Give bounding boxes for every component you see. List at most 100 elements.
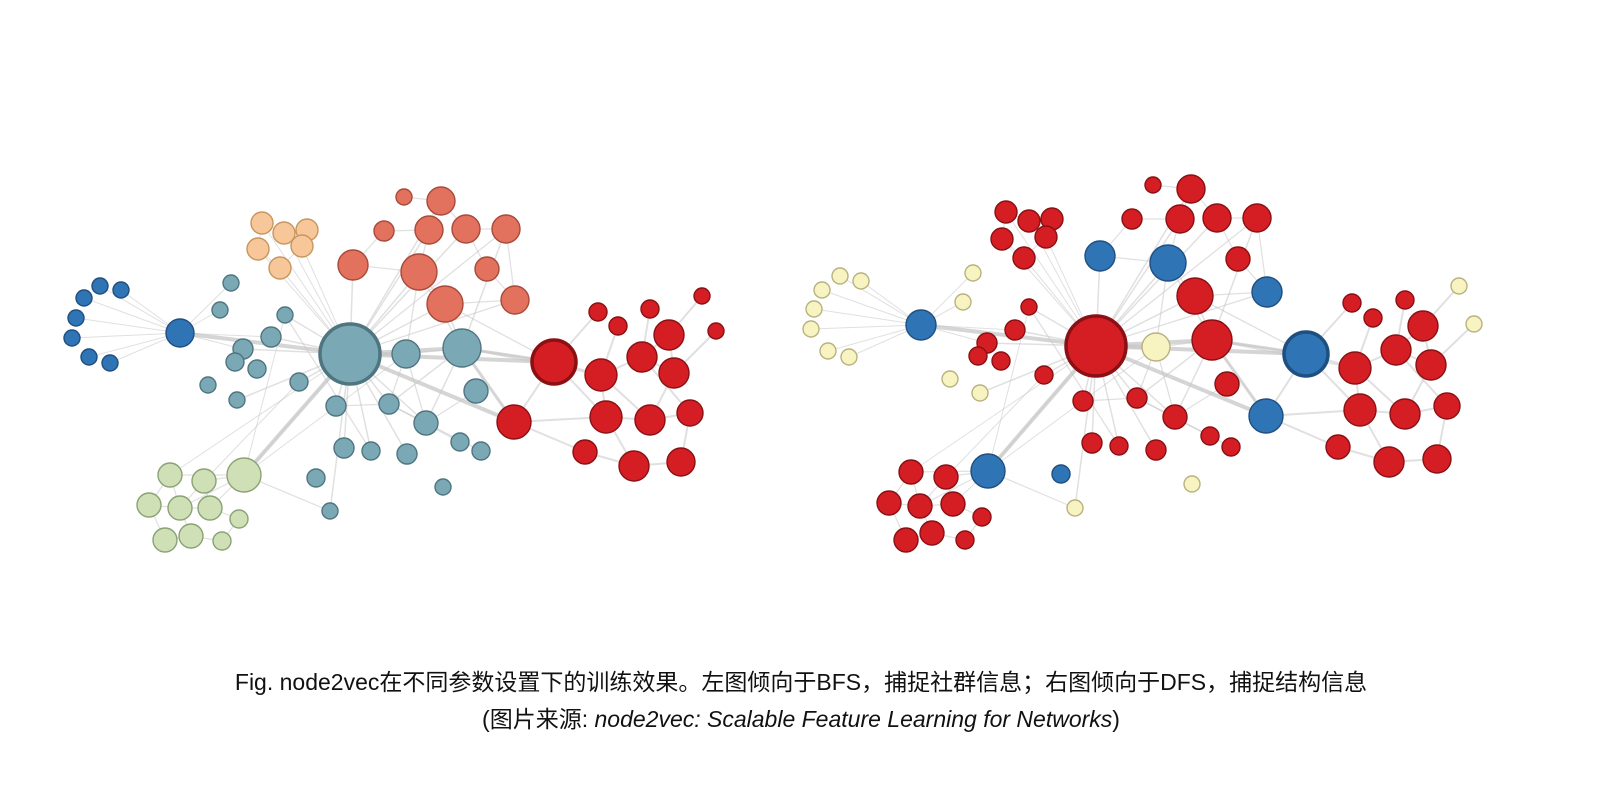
left-node-light-green [226,457,262,493]
right-edge [813,308,922,326]
right-edge [827,324,922,352]
left-node-dark-blue [101,354,119,372]
left-node-teal [333,437,355,459]
right-node-red [1242,203,1272,233]
network-graphs [63,174,1483,553]
left-edge [284,314,372,452]
left-node-red [618,450,650,482]
right-node-red [1380,334,1412,366]
right-node-pale-yellow [971,384,989,402]
source-prefix: (图片来源: [482,706,595,732]
right-node-red [972,507,992,527]
left-node-red [693,287,711,305]
left-node-light-green [191,468,217,494]
right-node-red [1121,208,1143,230]
right-node-red [1395,290,1415,310]
left-node-teal [391,339,421,369]
right-node-red [1034,225,1058,249]
left-node-red [658,357,690,389]
figure-caption: Fig. node2vec在不同参数设置下的训练效果。左图倾向于BFS，捕捉社群… [234,669,1368,695]
right-node-pale-yellow [954,293,972,311]
right-node-red [898,459,924,485]
right-node-red [1342,293,1362,313]
left-node-red [666,447,696,477]
left-node-salmon [395,188,413,206]
left-node-teal [260,326,282,348]
right-node-dark-blue [1248,398,1284,434]
left-graph-edges [71,196,717,542]
right-node-pale-yellow [1465,315,1483,333]
left-node-light-green [157,462,183,488]
left-node-red [589,400,623,434]
left-node-red [676,399,704,427]
left-node-dark-blue [91,277,109,295]
right-node-red [1020,298,1038,316]
left-node-red [707,322,725,340]
right-node-red [1081,432,1103,454]
right-node-pale-yellow [852,272,870,290]
left-node-salmon [400,253,438,291]
right-node-red [1433,392,1461,420]
right-node-red [1221,437,1241,457]
right-node-pale-yellow [819,342,837,360]
right-edge [987,346,1157,472]
left-node-teal [228,391,246,409]
left-node-red [584,358,618,392]
right-node-red [1109,436,1129,456]
left-node-teal [211,301,229,319]
right-node-pale-yellow [813,281,831,299]
right-node-red [1144,176,1162,194]
right-node-red [955,530,975,550]
right-node-red [1126,387,1148,409]
right-node-pale-yellow [941,370,959,388]
left-node-teal [225,352,245,372]
left-node-light-green [152,527,178,553]
right-node-red [994,200,1018,224]
right-node-red [1176,277,1214,315]
left-node-teal [318,322,382,386]
left-edge [71,332,181,339]
right-node-red [907,493,933,519]
right-node-dark-blue [970,453,1006,489]
left-node-teal [222,274,240,292]
right-node-red [1004,319,1026,341]
right-node-dark-blue [1251,276,1283,308]
left-node-red [653,319,685,351]
left-node-dark-blue [112,281,130,299]
left-node-red [588,302,608,322]
left-node-red [634,404,666,436]
left-node-teal [442,328,482,368]
figure-source-caption: (图片来源: node2vec: Scalable Feature Learni… [0,700,1602,734]
right-node-red [1034,365,1054,385]
right-node-red [1165,204,1195,234]
right-edge [1211,217,1258,341]
right-node-dark-blue [1084,240,1116,272]
left-node-red [626,341,658,373]
left-node-light-green [167,495,193,521]
right-node-red [1214,371,1240,397]
right-edge [1028,306,1120,447]
left-edge [203,381,300,482]
left-node-teal [325,395,347,417]
right-node-pale-yellow [840,348,858,366]
left-node-red [608,316,628,336]
right-node-red [933,464,959,490]
left-edge [179,332,272,338]
right-node-red [1176,174,1206,204]
right-node-red [1373,446,1405,478]
right-node-dark-blue [905,309,937,341]
right-node-red [940,491,966,517]
right-node-red [1225,246,1251,272]
left-node-teal [471,441,491,461]
right-node-red [1200,426,1220,446]
left-node-peach [268,256,292,280]
left-node-light-green [229,509,249,529]
right-node-pale-yellow [802,320,820,338]
left-node-red [572,439,598,465]
right-node-red [1338,351,1372,385]
left-node-dark-blue [63,329,81,347]
right-node-dark-blue [1282,330,1330,378]
right-node-red [1012,246,1036,270]
left-node-dark-blue [67,309,85,327]
left-node-teal [413,410,439,436]
